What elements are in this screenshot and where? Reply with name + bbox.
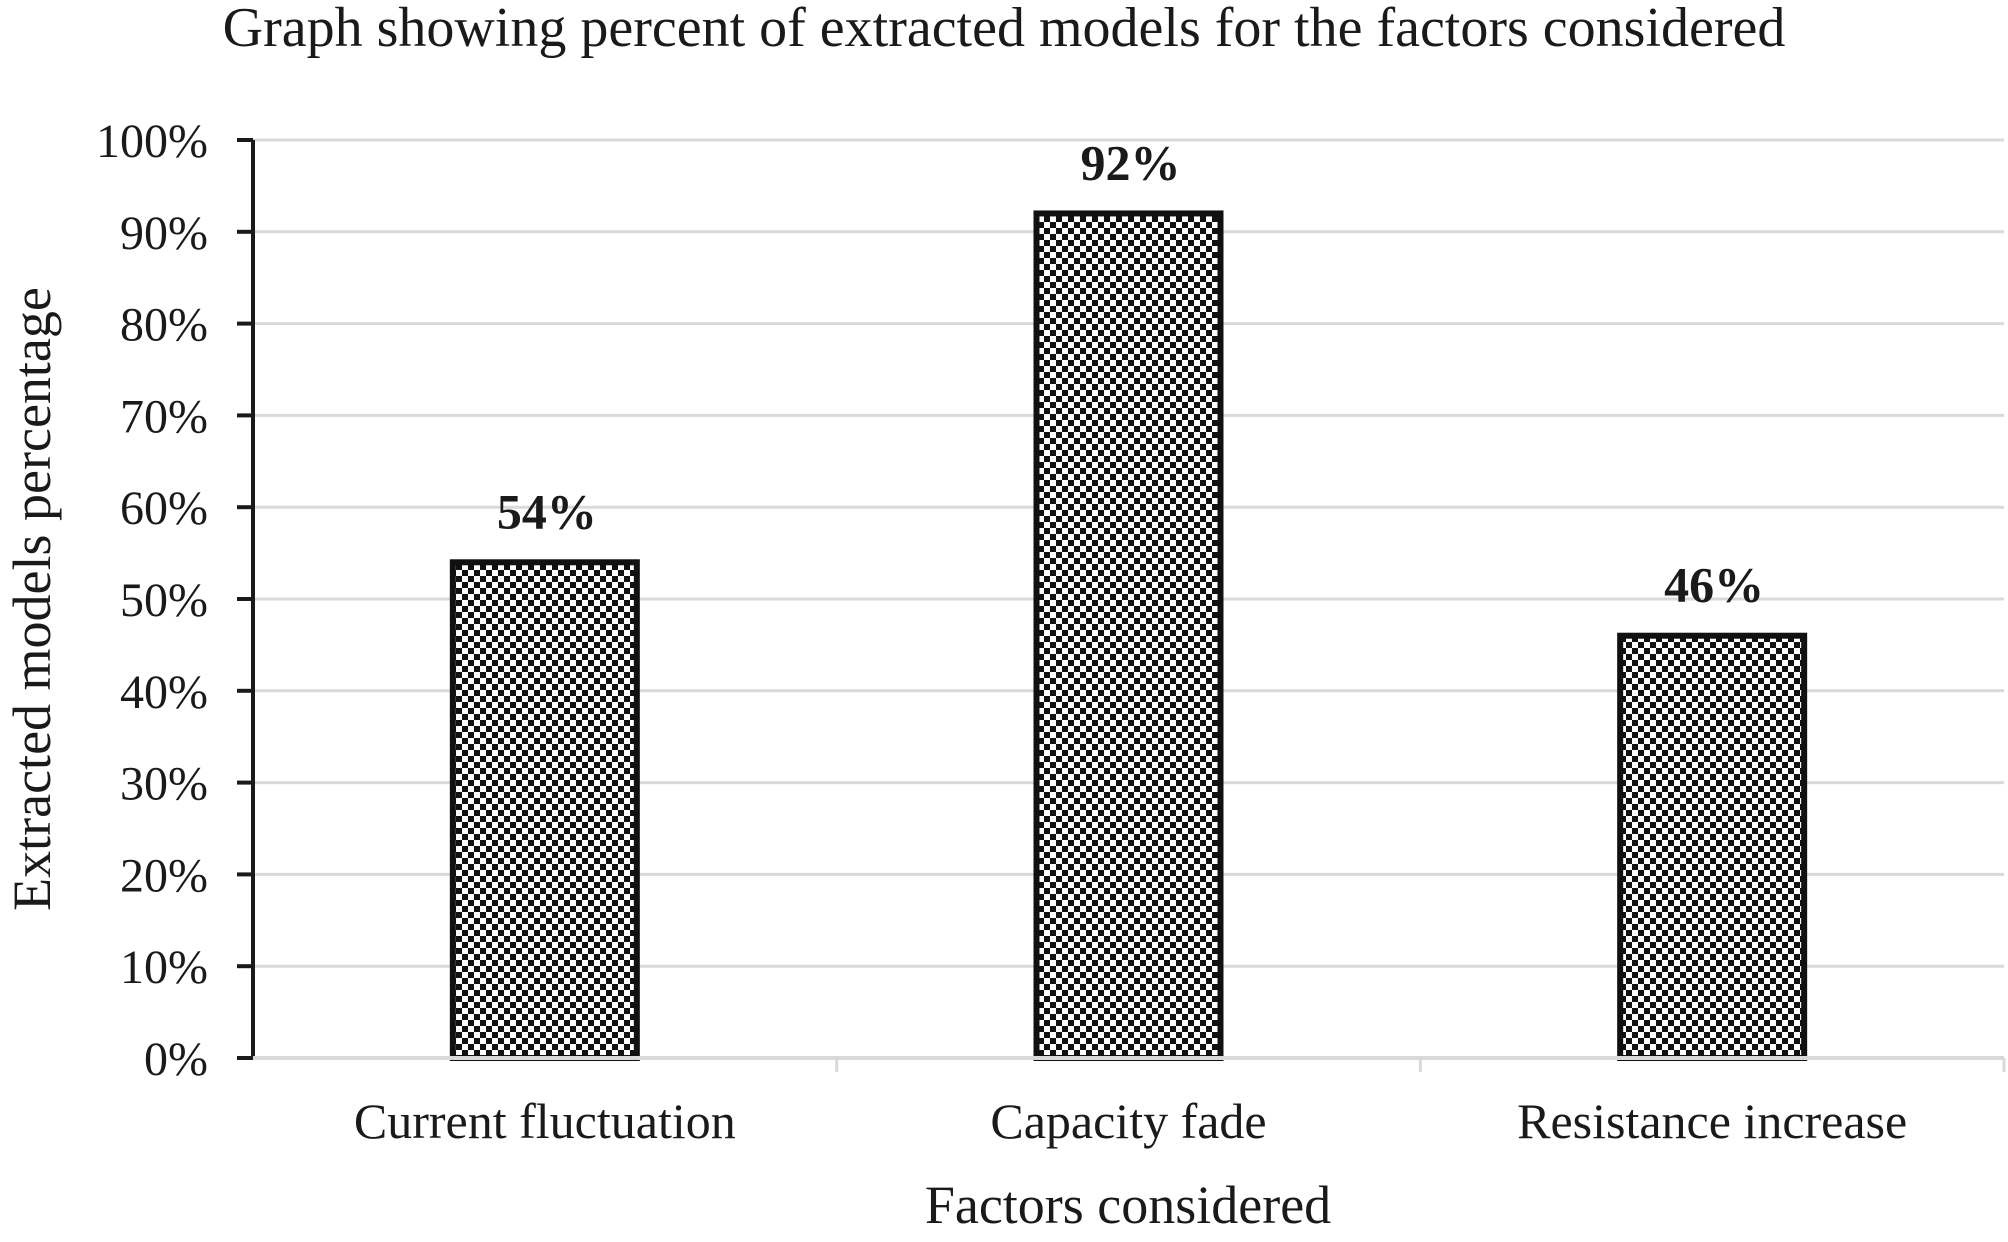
y-axis-ticks: 0% 10% 20% 30% 40% 50% 60% 70% 80% 90% 100% (96, 115, 253, 1086)
x-category-label: Capacity fade (990, 1093, 1266, 1149)
data-label: 54% (497, 483, 597, 539)
y-tick-label: 30% (120, 758, 208, 811)
y-tick-label: 50% (120, 574, 208, 627)
bars: 54% 92% 46% (449, 134, 1808, 1062)
y-tick-label: 80% (120, 299, 208, 352)
y-tick-label: 40% (120, 666, 208, 719)
bar-resistance-increase (1617, 632, 1808, 1061)
chart-title: Graph showing percent of extracted model… (223, 0, 1786, 59)
x-category-label: Current fluctuation (354, 1093, 736, 1149)
x-axis-title: Factors considered (925, 1175, 1331, 1235)
y-tick-label: 70% (120, 390, 208, 443)
x-category-label: Resistance increase (1517, 1093, 1907, 1149)
y-tick-label: 0% (144, 1033, 208, 1086)
bar-capacity-fade (1033, 210, 1224, 1061)
data-label: 92% (1081, 134, 1181, 190)
y-tick-label: 90% (120, 207, 208, 260)
y-axis-title: Extracted models percentage (2, 287, 62, 911)
y-tick-label: 20% (120, 849, 208, 902)
y-tick-label: 100% (96, 115, 208, 168)
y-tick-label: 10% (120, 941, 208, 994)
data-label: 46% (1664, 557, 1764, 613)
bar-current-fluctuation (449, 559, 640, 1062)
x-axis-ticks: Current fluctuation Capacity fade Resistan… (354, 1058, 2006, 1149)
y-tick-label: 60% (120, 482, 208, 535)
